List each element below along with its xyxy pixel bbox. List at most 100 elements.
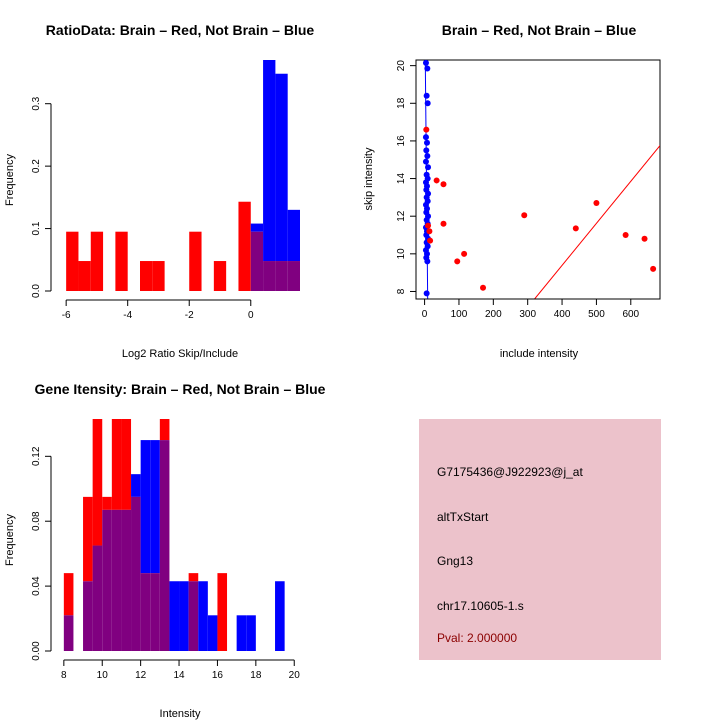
intensity-histogram-bar-brain [217, 573, 228, 651]
scatter-point-not-brain [423, 92, 430, 99]
intensity-histogram-bar-not-brain [236, 615, 247, 651]
ratio-histogram-xlabel: Log2 Ratio Skip/Include [122, 348, 238, 360]
scatter-points [422, 59, 657, 297]
scatter-point-brain [641, 235, 648, 242]
scatter-point-not-brain [424, 65, 431, 72]
scatter-y-axis-tick-label: 12 [396, 210, 407, 222]
ratio-histogram-bar-not-brain [275, 73, 288, 262]
scatter-point-not-brain [424, 152, 431, 159]
scatter-point-brain [521, 212, 528, 219]
ratio-histogram-bar-not-brain [250, 223, 264, 232]
ratio-histogram-bar-brain [213, 261, 227, 291]
ratio-histogram-x-axis-tick-label: 0 [248, 310, 254, 321]
ratio-histogram-bar-brain [140, 261, 153, 291]
scatter-point-brain [440, 181, 447, 188]
intensity-histogram-x-axis-tick-label: 8 [61, 670, 67, 681]
scatter-point-not-brain [424, 100, 431, 107]
intensity-histogram-x-axis-tick-label: 10 [97, 670, 109, 681]
scatter-x-axis-tick-label: 200 [485, 309, 502, 320]
ratio-histogram-x-axis: -6 -4 -2 0 [62, 299, 254, 321]
intensity-histogram-x-axis-tick-label: 20 [289, 670, 301, 681]
intensity-histogram-x-axis-tick-label: 12 [135, 670, 147, 681]
intensity-histogram-x-axis-tick-label: 18 [250, 670, 262, 681]
intensity-histogram-bar-brain [188, 573, 199, 582]
scatter-title: Brain – Red, Not Brain – Blue [442, 22, 637, 38]
intensity-histogram-bar-overlap [63, 615, 74, 651]
intensity-histogram-bar-overlap [111, 509, 122, 651]
ratio-histogram-bar-overlap [275, 261, 288, 291]
intensity-histogram-bar-not-brain [198, 581, 208, 651]
intensity-histogram-bar-overlap [102, 509, 112, 651]
location-text: chr17.10605-1.s [437, 599, 524, 613]
ratio-histogram-bar-overlap [287, 261, 300, 291]
probe-id-text: G7175436@J922923@j_at [437, 465, 583, 479]
ratio-histogram-y-axis-tick-label: 0.2 [31, 159, 42, 173]
intensity-histogram-bar-not-brain [246, 615, 256, 651]
intensity-histogram-bar-overlap [92, 545, 103, 651]
intensity-histogram-y-axis-tick-label: 0.04 [31, 576, 42, 596]
scatter-plot-box [415, 59, 661, 300]
intensity-histogram-bar-not-brain [150, 440, 160, 574]
scatter-point-not-brain [423, 147, 430, 154]
scatter-point-brain [423, 126, 430, 133]
scatter-point-brain [593, 200, 600, 207]
scatter-line-red [534, 145, 660, 299]
scatter-x-axis-tick-label: 400 [554, 309, 571, 320]
intensity-histogram-bar-overlap [159, 440, 170, 651]
ratio-histogram-bar-brain [115, 231, 128, 291]
scatter-point-not-brain [422, 134, 429, 141]
ratio-histogram-bars [66, 60, 300, 291]
intensity-histogram-y-axis: 0.00 0.04 0.08 0.12 [31, 446, 52, 661]
scatter-point-not-brain [423, 139, 430, 146]
info-panel-background [419, 419, 661, 660]
scatter-xlabel: include intensity [500, 348, 579, 360]
intensity-scatter: Brain – Red, Not Brain – Blue include in… [363, 22, 661, 360]
intensity-histogram-y-axis-tick-label: 0.08 [31, 511, 42, 531]
intensity-histogram-bar-overlap [121, 509, 132, 651]
scatter-x-axis-tick-label: 100 [451, 309, 468, 320]
intensity-histogram-bar-brain [121, 419, 132, 510]
intensity-histogram-bar-overlap [131, 496, 141, 651]
scatter-ylabel: skip intensity [363, 147, 375, 210]
scatter-point-brain [461, 250, 468, 257]
scatter-x-axis-tick-label: 600 [622, 309, 639, 320]
scatter-y-axis: 8 10 12 14 16 18 20 [396, 60, 417, 294]
intensity-histogram-bar-not-brain [131, 474, 141, 497]
intensity-histogram-bar-not-brain [140, 440, 151, 574]
info-panel: G7175436@J922923@j_at altTxStart Gng13 c… [419, 419, 661, 660]
intensity-histogram-bar-not-brain [179, 581, 189, 651]
ratio-histogram: RatioData: Brain – Red, Not Brain – Blue… [4, 22, 314, 360]
pval-text: Pval: 2.000000 [437, 631, 517, 645]
intensity-histogram-bar-overlap [140, 573, 151, 651]
intensity-histogram-title: Gene Itensity: Brain – Red, Not Brain – … [35, 381, 326, 397]
scatter-point-brain [650, 265, 657, 272]
scatter-y-axis-tick-label: 8 [396, 288, 407, 294]
scatter-y-axis-tick-label: 14 [396, 173, 407, 185]
intensity-histogram-x-axis-tick-label: 16 [212, 670, 224, 681]
ratio-histogram-x-axis-tick-label: -2 [185, 310, 194, 321]
intensity-histogram-bar-brain [92, 419, 103, 546]
intensity-histogram-bar-overlap [83, 581, 93, 651]
scatter-fit-lines [424, 60, 660, 299]
scatter-point-brain [572, 225, 579, 232]
scatter-point-brain [622, 232, 629, 239]
scatter-y-axis-tick-label: 18 [396, 97, 407, 109]
scatter-point-brain [440, 220, 447, 227]
ratio-histogram-bar-not-brain [287, 209, 300, 262]
gene-name-text: Gng13 [437, 554, 473, 568]
scatter-point-not-brain [422, 158, 429, 165]
scatter-point-brain [426, 228, 433, 235]
ratio-histogram-bar-brain [152, 261, 165, 291]
intensity-histogram-bar-not-brain [207, 615, 218, 651]
ratio-histogram-y-axis: 0.0 0.1 0.2 0.3 [31, 96, 52, 298]
scatter-point-brain [480, 284, 487, 291]
ratio-histogram-bar-not-brain [263, 60, 276, 262]
scatter-point-brain [425, 222, 432, 229]
intensity-histogram-bar-brain [159, 419, 170, 441]
ratio-histogram-bar-overlap [263, 261, 276, 291]
intensity-histogram-bar-brain [111, 419, 122, 510]
ratio-histogram-y-axis-tick-label: 0.1 [31, 221, 42, 235]
ratio-histogram-title: RatioData: Brain – Red, Not Brain – Blue [46, 22, 315, 38]
ratio-histogram-x-axis-tick-label: -6 [62, 310, 71, 321]
